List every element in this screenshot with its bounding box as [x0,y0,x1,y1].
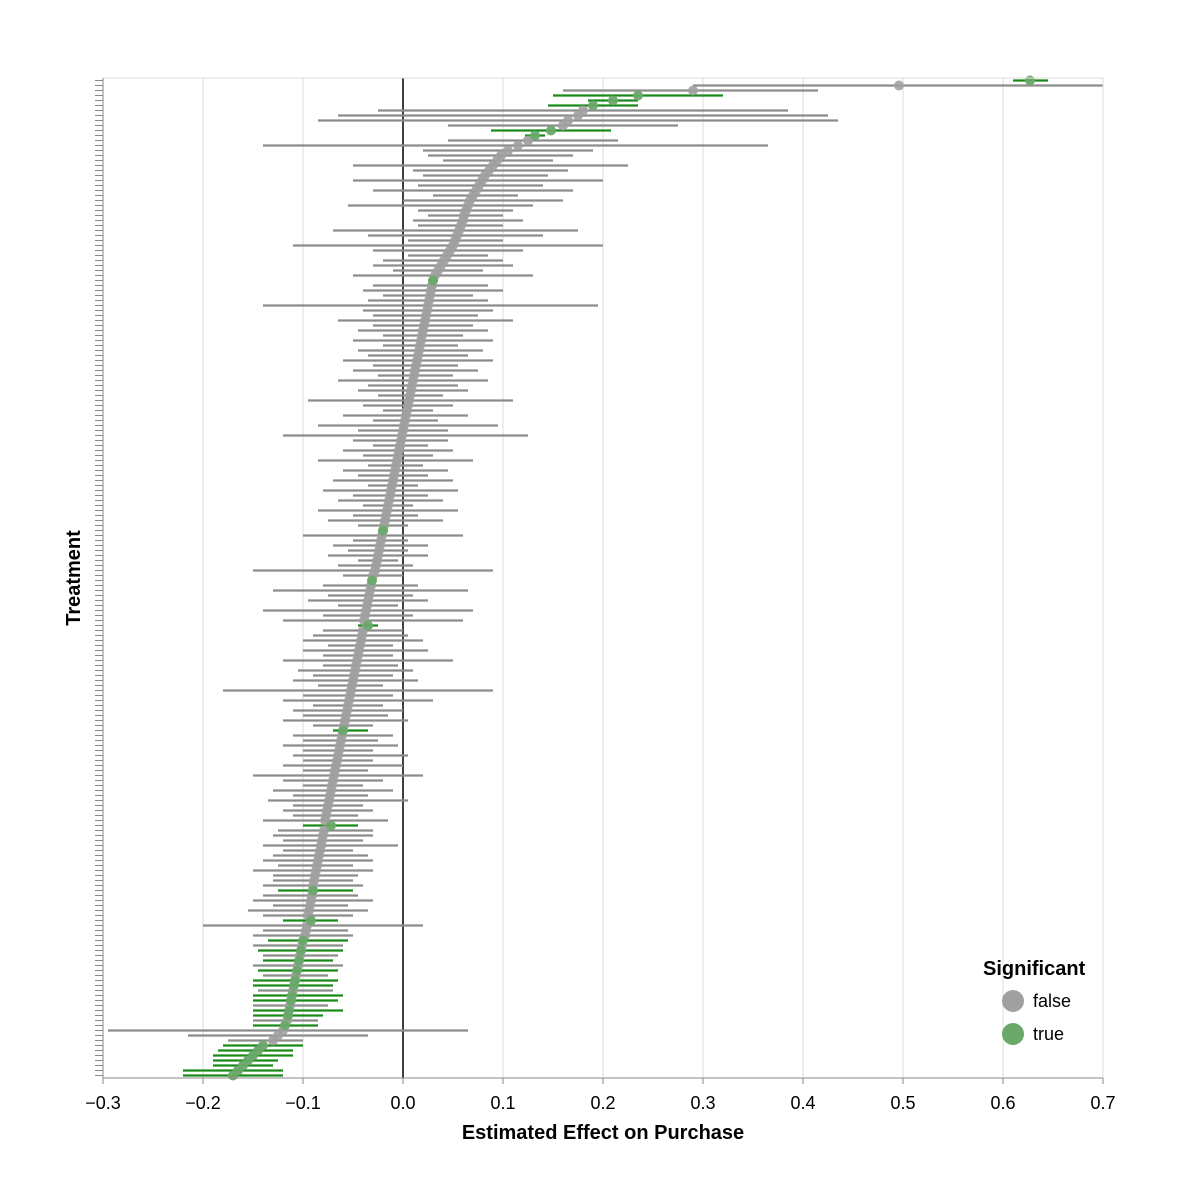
legend-title: Significant [983,958,1086,980]
x-tick-label-1: −0.2 [185,1093,221,1113]
legend-label-false: false [1033,991,1071,1011]
x-axis: −0.3 −0.2 −0.1 0.0 0.1 0.2 0.3 0.4 0.5 0.6 0.7 [85,1077,1116,1113]
point-estimate-4 [633,90,643,101]
point-estimate-177 [294,955,304,966]
point-estimate-14 [513,140,523,151]
x-tick-label-10: 0.7 [1090,1093,1115,1113]
point-estimate-3 [688,85,698,96]
point-estimate-13 [523,135,533,146]
x-tick-label-6: 0.3 [690,1093,715,1113]
legend: Significant false true [983,958,1086,1045]
gridlines [102,78,1104,1078]
point-estimate-173 [298,935,308,946]
x-tick-label-8: 0.5 [890,1093,915,1113]
point-estimate-5 [608,95,618,106]
point-estimate-175 [296,945,306,956]
point-estimate-185 [286,995,296,1006]
x-tick-label-9: 0.6 [990,1093,1015,1113]
point-estimate-10 [558,120,568,131]
point-estimate-12 [530,130,540,141]
point-estimate-15 [503,145,513,156]
point-estimate-179 [292,965,302,976]
y-axis [95,78,104,1078]
x-tick-label-4: 0.1 [490,1093,515,1113]
point-estimate-188 [283,1010,293,1021]
legend-symbol-true [1002,1023,1024,1045]
legend-label-true: true [1033,1024,1064,1044]
point-estimate-131 [338,725,348,736]
x-axis-title: Estimated Effect on Purchase [462,1122,744,1144]
point-estimate-190 [280,1020,290,1031]
x-tick-label-7: 0.4 [790,1093,815,1113]
point-estimate-150 [326,820,336,831]
point-estimate-41 [428,275,438,286]
point-estimate-110 [363,620,373,631]
x-tick-label-3: 0.0 [390,1093,415,1113]
point-estimate-182 [289,980,299,991]
point-estimate-193 [268,1035,278,1046]
point-estimate-1 [1025,75,1035,86]
x-tick-label-0: −0.3 [85,1093,121,1113]
legend-symbol-false [1002,990,1024,1012]
x-tick-label-5: 0.2 [590,1093,615,1113]
point-estimate-163 [308,885,318,896]
point-estimate-200 [228,1070,238,1081]
point-estimate-11 [546,125,556,136]
point-estimate-169 [306,915,316,926]
point-estimate-2 [894,80,904,91]
point-estimate-91 [378,525,388,536]
point-estimate-8 [573,110,583,121]
x-tick-label-2: −0.1 [285,1093,321,1113]
confidence-intervals [108,79,1103,1077]
point-estimate-6 [588,100,598,111]
point-estimate-101 [367,575,377,586]
point-estimates [228,75,1035,1081]
y-axis-title: Treatment [63,530,85,626]
